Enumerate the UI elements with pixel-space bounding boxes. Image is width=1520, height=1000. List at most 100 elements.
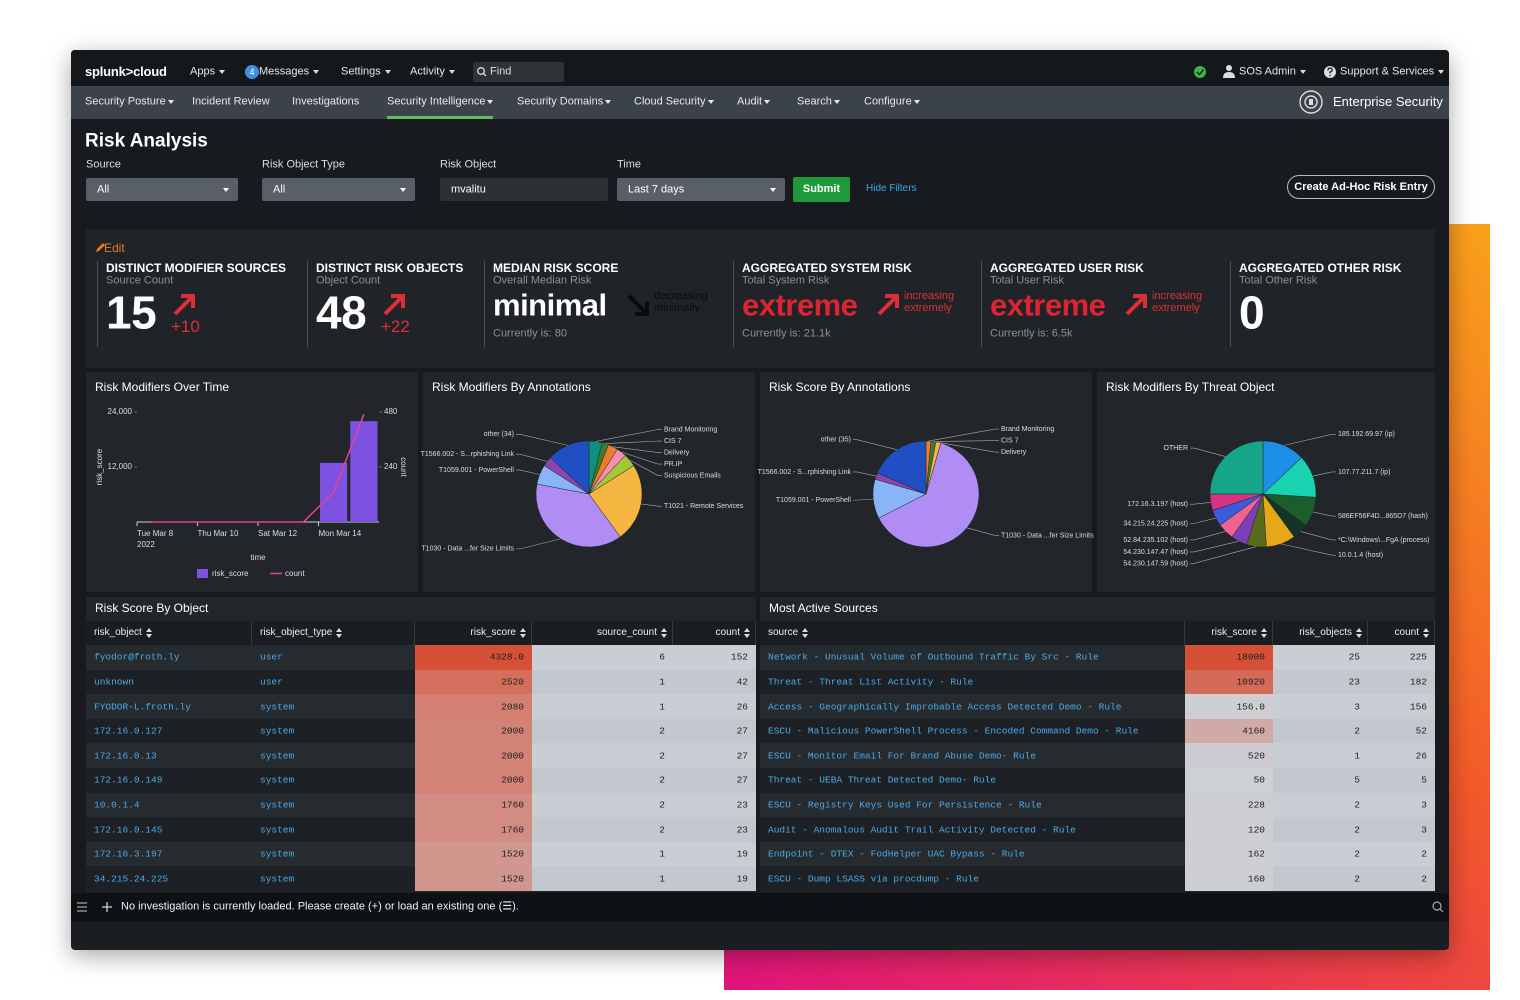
top-menu[interactable]: Activity: [410, 65, 445, 78]
table-header-cell[interactable]: [760, 621, 1185, 645]
table-link[interactable]: Threat - UEBA Threat Detected Demo- Rule: [768, 774, 997, 786]
table-link[interactable]: 172.16.0.127: [94, 725, 163, 737]
table-number: 2: [659, 774, 665, 786]
table-header-cell[interactable]: [532, 621, 673, 645]
filter-input[interactable]: [440, 178, 608, 201]
table-link[interactable]: Audit - Anomalous Audit Trail Activity D…: [768, 823, 1076, 835]
table-number: 156: [1409, 700, 1427, 712]
table-link[interactable]: user: [260, 676, 283, 688]
table-link[interactable]: Threat - Threat List Activity - Rule: [768, 676, 974, 688]
kpi-subtitle: Total User Risk: [990, 274, 1064, 287]
table-link[interactable]: ESCU - Monitor Email For Brand Abuse Dem…: [768, 749, 1036, 761]
table-link[interactable]: 34.215.24.225: [94, 872, 169, 884]
table-cell: [1185, 792, 1273, 818]
filter-input[interactable]: [86, 178, 238, 201]
table-cell: [1368, 718, 1435, 744]
table-link[interactable]: 172.16.0.149: [94, 774, 163, 786]
top-menu[interactable]: Apps: [190, 65, 216, 78]
table-cell: [1273, 768, 1368, 793]
filter-input[interactable]: [262, 178, 415, 201]
table-cell: [415, 694, 532, 719]
filter-label: Risk Object Type: [262, 158, 345, 171]
table-cell: [532, 645, 673, 670]
table-link[interactable]: user: [260, 651, 283, 663]
table-link[interactable]: system: [260, 725, 295, 737]
nav-item[interactable]: Security Posture: [85, 95, 166, 108]
nav-item[interactable]: Search: [797, 95, 832, 108]
table-link[interactable]: Access - Geographically Improbable Acces…: [768, 700, 1122, 712]
table-cell: [415, 645, 532, 670]
table-header-cell[interactable]: [415, 621, 532, 645]
nav-item[interactable]: Cloud Security: [634, 95, 706, 108]
kpi-subtitle: Total System Risk: [742, 274, 830, 287]
table-number: 23: [1348, 676, 1360, 688]
table-number: 2: [1354, 725, 1360, 737]
table-link[interactable]: system: [260, 700, 295, 712]
table-link[interactable]: Network - Unusual Volume of Outbound Tra…: [768, 651, 1099, 663]
edit-link[interactable]: Edit: [104, 240, 125, 255]
table-number: 42: [736, 676, 748, 688]
table-link[interactable]: unknown: [94, 676, 134, 688]
table-number: 23: [736, 799, 748, 811]
table-cell: [673, 669, 756, 695]
table-header-cell[interactable]: [1185, 621, 1273, 645]
nav-item[interactable]: Investigations: [292, 95, 360, 108]
filter-input[interactable]: [617, 178, 785, 201]
table-header-cell[interactable]: [673, 621, 756, 645]
nav-item[interactable]: Security Domains: [517, 95, 604, 108]
sort-icon: [802, 628, 808, 632]
table-number: 27: [736, 725, 748, 737]
table-number: 27: [736, 749, 748, 761]
app-name: Enterprise Security: [1333, 94, 1443, 110]
table-link[interactable]: system: [260, 823, 295, 835]
table-link[interactable]: system: [260, 749, 295, 761]
table-link[interactable]: 172.16.0.145: [94, 823, 163, 835]
table-link[interactable]: system: [260, 872, 295, 884]
top-menu[interactable]: Messages: [259, 65, 310, 78]
table-link[interactable]: system: [260, 774, 295, 786]
help-menu[interactable]: Support & Services: [1340, 65, 1435, 78]
table-header: count: [715, 627, 740, 638]
table-link[interactable]: ESCU - Malicious PowerShell Process - En…: [768, 725, 1139, 737]
sort-icon: [520, 634, 526, 638]
table-cell: [532, 866, 673, 891]
table-link[interactable]: 10.0.1.4: [94, 799, 140, 811]
sort-icon: [1423, 628, 1429, 632]
search-box[interactable]: [473, 62, 564, 82]
table-cell: [1273, 792, 1368, 818]
top-menu[interactable]: Settings: [341, 65, 381, 78]
sort-icon: [520, 628, 526, 632]
table-link[interactable]: fyodor@froth.ly: [94, 651, 180, 663]
nav-item[interactable]: Audit: [737, 95, 763, 108]
create-button[interactable]: Create Ad-Hoc Risk Entry: [1287, 175, 1435, 199]
table-link[interactable]: ESCU - Dump LSASS via procdump - Rule: [768, 872, 979, 884]
table-cell: [252, 669, 415, 695]
nav-item[interactable]: Configure: [864, 95, 912, 108]
table-number: 2: [659, 799, 665, 811]
table-link[interactable]: FYODOR-L.froth.ly: [94, 700, 191, 712]
table-cell: [532, 694, 673, 719]
nav-item[interactable]: Incident Review: [192, 95, 270, 108]
table-link[interactable]: 172.16.0.13: [94, 749, 157, 761]
table-number: 2000: [501, 749, 524, 761]
table-link[interactable]: ESCU - Registry Keys Used For Persistenc…: [768, 799, 1042, 811]
table-header-cell[interactable]: [86, 621, 252, 645]
user-menu[interactable]: SOS Admin: [1239, 65, 1296, 78]
table-link[interactable]: system: [260, 848, 295, 860]
table-header-cell[interactable]: [1273, 621, 1368, 645]
table-number: 3: [1421, 823, 1427, 835]
panel-title: Risk Score By Annotations: [769, 379, 911, 394]
table-header-cell[interactable]: [1368, 621, 1435, 645]
table-link[interactable]: Endpoint - DTEX - FodHelper UAC Bypass -…: [768, 848, 1025, 860]
table-number: 25: [1348, 651, 1360, 663]
table-link[interactable]: system: [260, 799, 295, 811]
table-cell: [1273, 841, 1368, 867]
table-link[interactable]: 172.16.3.197: [94, 848, 163, 860]
table-cell: [415, 768, 532, 793]
hide-filters-link[interactable]: Hide Filters: [866, 183, 917, 194]
active-indicator: [387, 116, 493, 119]
table-number: 120: [1247, 823, 1265, 835]
table-header-cell[interactable]: [252, 621, 415, 645]
submit-button[interactable]: Submit: [793, 177, 850, 202]
nav-item[interactable]: Security Intelligence: [387, 95, 486, 108]
